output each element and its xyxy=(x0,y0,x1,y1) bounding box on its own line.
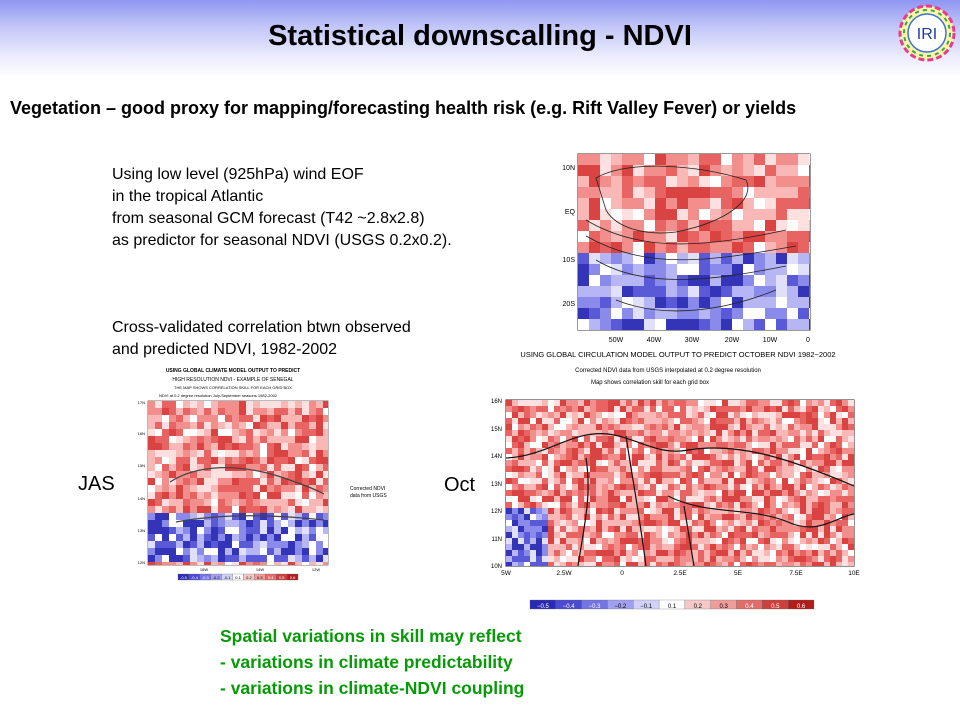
oct-y-label: 16N xyxy=(491,399,502,405)
colorbar-label: 0.2 xyxy=(246,575,252,580)
oct-x-label: 2.5W xyxy=(556,570,572,577)
conclusion-line: - variations in climate-NDVI coupling xyxy=(220,678,525,698)
oct-label: Oct xyxy=(444,474,476,496)
oct-map: USING GLOBAL CIRCULATION MODEL OUTPUT TO… xyxy=(491,350,860,610)
method-line: Using low level (925hPa) wind EOF xyxy=(112,166,364,183)
colorbar-label: 0.5 xyxy=(279,575,285,580)
oct-x-label: 5E xyxy=(734,570,743,577)
method-line: as predictor for seasonal NDVI (USGS 0.2… xyxy=(112,232,452,249)
jas-side-note: data from USGS xyxy=(350,493,387,499)
jas-header: THE MAP SHOWS CORRELATION SKILL FOR EACH… xyxy=(174,385,292,390)
oct-x-label: 7.5E xyxy=(789,570,803,577)
colorbar-label: 0.2 xyxy=(694,604,703,610)
oct-y-label: 14N xyxy=(491,454,502,460)
eof-y-label: EQ xyxy=(565,209,576,216)
colorbar-label: -0.2 xyxy=(213,575,221,580)
eof-x-label: 30W xyxy=(685,337,700,344)
oct-colorbar: −0.5 −0.4 −0.3 −0.2 −0.1 0.1 0.2 0.3 0.4 0.5 0.6 xyxy=(529,599,815,610)
oct-header: Corrected NDVI data from USGS interpolat… xyxy=(575,368,761,374)
colorbar-label: −0.5 xyxy=(537,604,550,610)
correlation-line: and predicted NDVI, 1982-2002 xyxy=(112,341,338,358)
colorbar-label: 0.1 xyxy=(668,604,677,610)
correlation-text: Cross-validated correlation btwn observe… xyxy=(112,317,411,361)
jas-x-label: 16W xyxy=(200,567,208,572)
colorbar-label: 0.3 xyxy=(257,575,263,580)
eof-map: 10N EQ 10S 20S 50W 40W 30W 20W 10W 0 xyxy=(562,153,811,344)
eof-x-label: 0 xyxy=(806,337,810,344)
jas-x-label: 14W xyxy=(256,567,264,572)
colorbar-label: 0.4 xyxy=(745,604,754,610)
colorbar-label: -0.4 xyxy=(191,575,199,580)
eof-x-label: 40W xyxy=(647,337,662,344)
colorbar-label: -0.3 xyxy=(202,575,210,580)
colorbar-label: 0.5 xyxy=(771,604,780,610)
jas-y-label: 14N xyxy=(138,496,145,501)
jas-y-label: 17N xyxy=(138,400,145,405)
colorbar-label: 0.4 xyxy=(268,575,274,580)
oct-y-label: 15N xyxy=(491,427,502,433)
oct-x-label: 10E xyxy=(848,570,860,577)
eof-y-label: 10N xyxy=(562,165,575,172)
colorbar-label: 0.6 xyxy=(290,575,296,580)
conclusion-text: Spatial variations in skill may reflect … xyxy=(220,623,524,701)
oct-y-label: 11N xyxy=(491,537,502,543)
eof-x-label: 20W xyxy=(725,337,740,344)
eof-x-label: 50W xyxy=(609,337,624,344)
jas-y-label: 16N xyxy=(138,431,145,436)
oct-x-label: 2.5E xyxy=(673,570,687,577)
colorbar-label: -0.5 xyxy=(180,575,188,580)
jas-y-label: 12N xyxy=(138,560,145,565)
colorbar-swatch xyxy=(286,573,299,581)
colorbar-swatch xyxy=(788,599,815,610)
jas-colorbar: -0.5 -0.4 -0.3 -0.2 -0.1 0.1 0.2 0.3 0.4 0.5 0.6 xyxy=(177,573,299,581)
colorbar-label: −0.3 xyxy=(589,604,602,610)
colorbar-label: 0.6 xyxy=(797,604,806,610)
eof-y-label: 10S xyxy=(563,257,576,264)
jas-header: USING GLOBAL CLIMATE MODEL OUTPUT TO PRE… xyxy=(166,368,300,374)
jas-map: USING GLOBAL CLIMATE MODEL OUTPUT TO PRE… xyxy=(138,368,387,581)
slide-title: Statistical downscalling - NDVI xyxy=(268,20,692,52)
colorbar-label: −0.1 xyxy=(640,604,653,610)
jas-y-label: 15N xyxy=(138,463,145,468)
colorbar-label: −0.4 xyxy=(563,604,576,610)
method-line: from seasonal GCM forecast (T42 ~2.8x2.8… xyxy=(112,210,425,227)
colorbar-label: -0.1 xyxy=(224,575,232,580)
jas-label: JAS xyxy=(78,473,115,495)
oct-y-label: 10N xyxy=(491,564,502,570)
oct-x-label: 0 xyxy=(620,570,624,577)
jas-x-label: 12W xyxy=(312,567,320,572)
iri-logo: IRI xyxy=(898,4,956,62)
eof-y-label: 20S xyxy=(563,301,576,308)
oct-x-label: 5W xyxy=(501,570,512,577)
method-text: Using low level (925hPa) wind EOF in the… xyxy=(112,164,452,252)
conclusion-line: - variations in climate predictability xyxy=(220,652,513,672)
colorbar-label: 0.1 xyxy=(235,575,241,580)
jas-side-note: Corrected NDVI xyxy=(350,486,385,492)
oct-header: USING GLOBAL CIRCULATION MODEL OUTPUT TO… xyxy=(520,350,835,359)
eof-x-label: 10W xyxy=(763,337,778,344)
colorbar-label: −0.2 xyxy=(614,604,627,610)
jas-y-label: 13N xyxy=(138,528,145,533)
subtitle: Vegetation – good proxy for mapping/fore… xyxy=(10,98,797,118)
oct-y-label: 12N xyxy=(491,509,502,515)
oct-header: Map shows correlation skill for each gri… xyxy=(591,380,709,386)
colorbar-label: 0.3 xyxy=(719,604,728,610)
logo-text: IRI xyxy=(917,26,937,43)
method-line: in the tropical Atlantic xyxy=(112,188,264,205)
jas-header: NDVI at 0.2 degree resolution July-Septe… xyxy=(159,393,278,398)
correlation-line: Cross-validated correlation btwn observe… xyxy=(112,319,411,336)
conclusion-line: Spatial variations in skill may reflect xyxy=(220,626,522,646)
title-band xyxy=(0,0,960,78)
jas-header: HIGH RESOLUTION NDVI - EXAMPLE OF SENEGA… xyxy=(172,377,293,383)
oct-y-label: 13N xyxy=(491,482,502,488)
